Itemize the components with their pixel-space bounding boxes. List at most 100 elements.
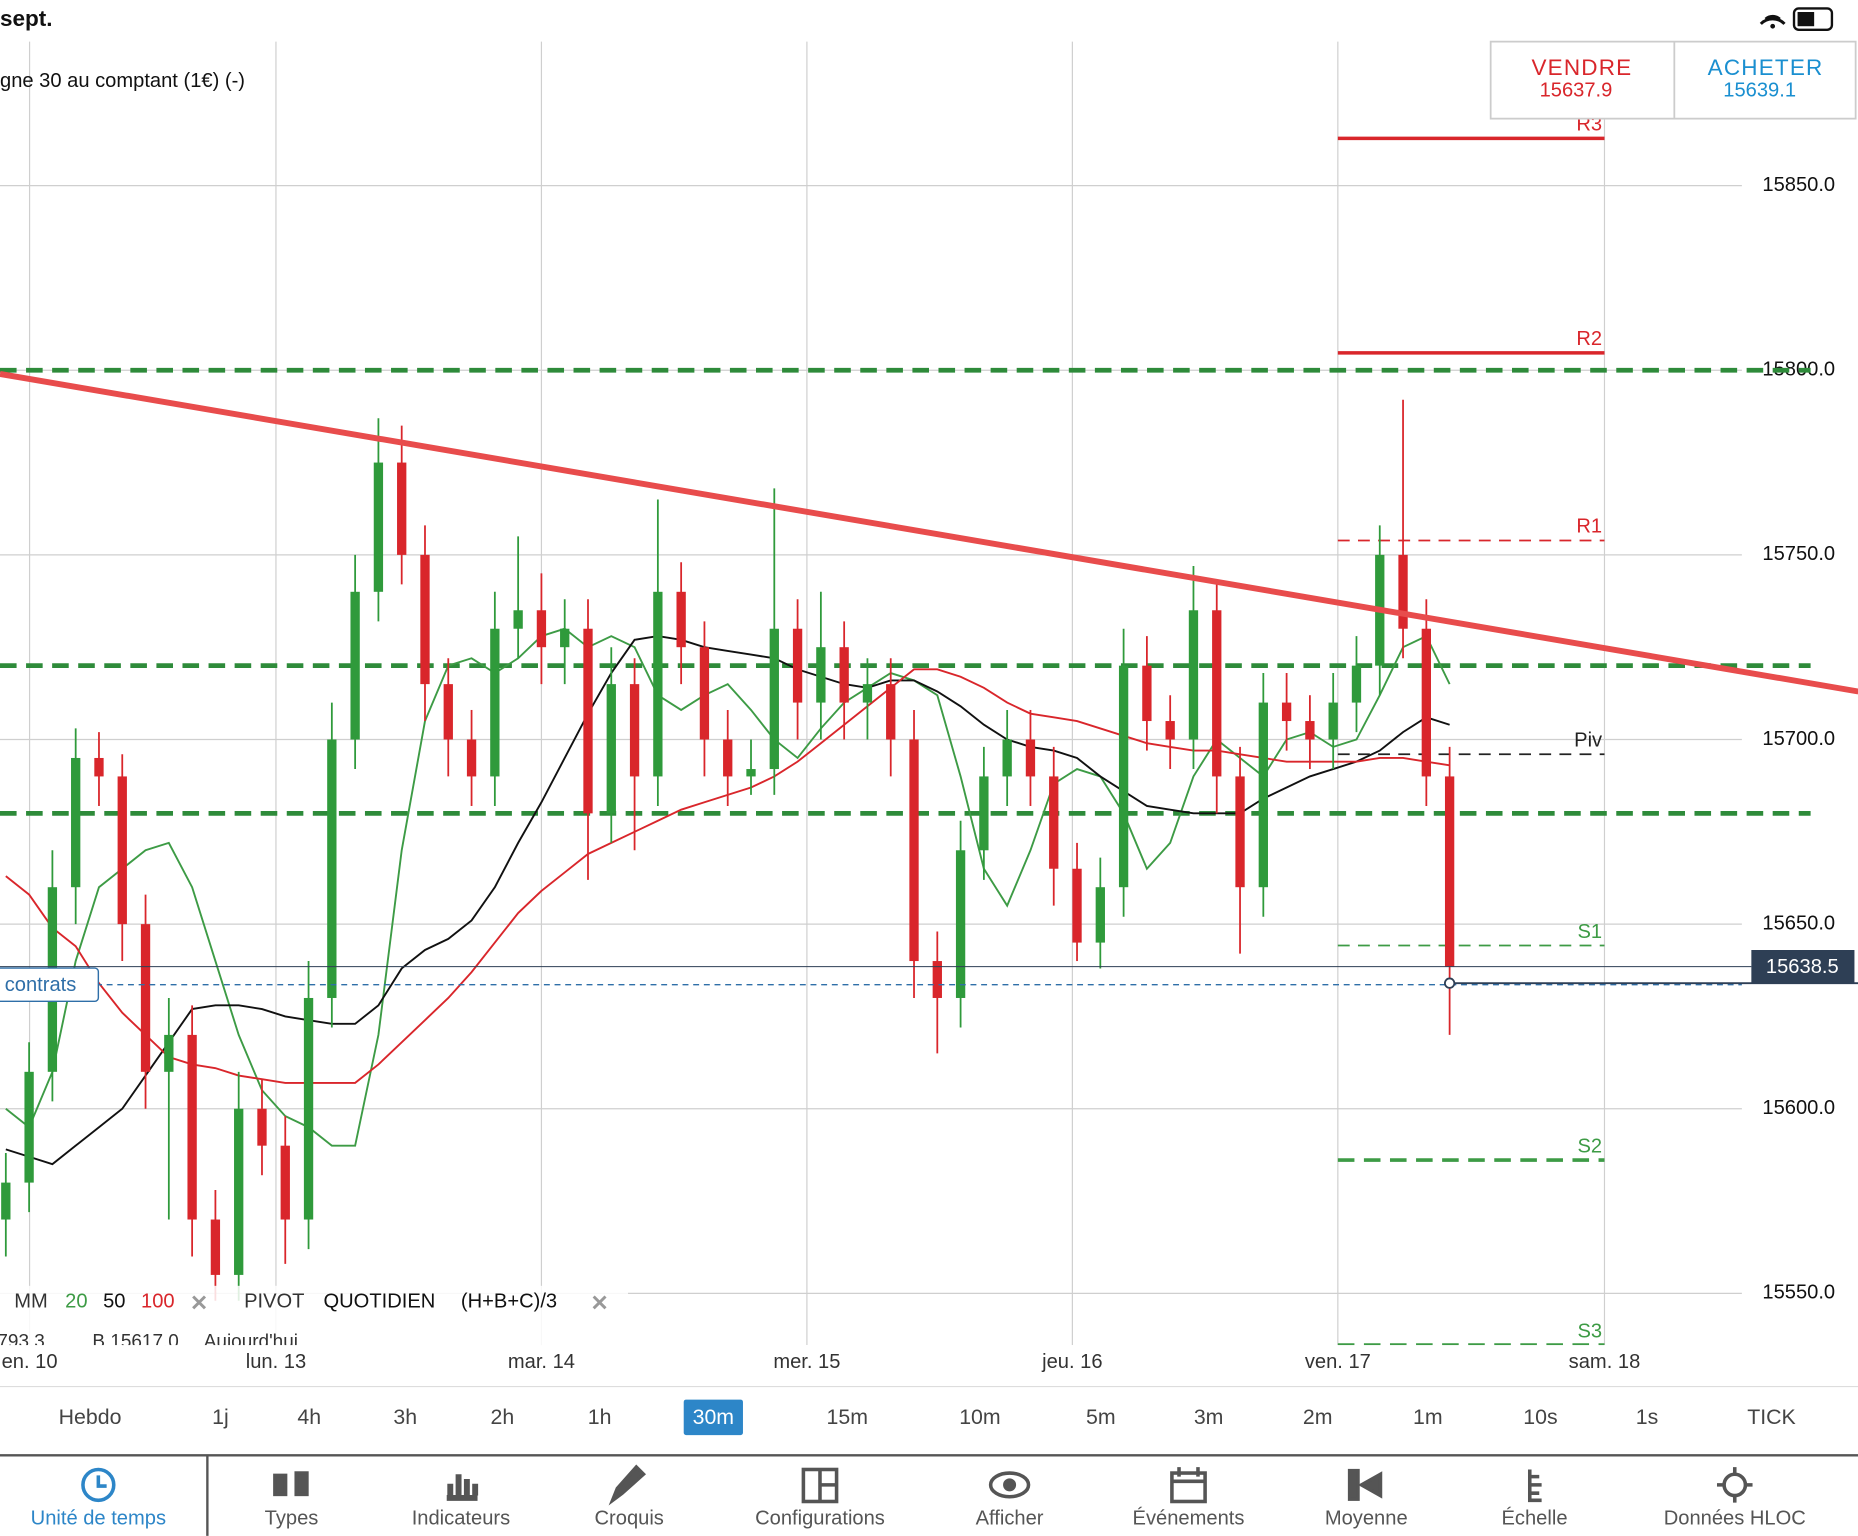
icon-shape [1171, 1467, 1206, 1484]
icon-shape [294, 1471, 309, 1497]
pivot-label: S1 [1577, 921, 1602, 943]
candle-body [816, 647, 826, 703]
timeframe-button[interactable]: 1s [1636, 1405, 1659, 1429]
candle-body [723, 739, 733, 777]
candle-body [1049, 776, 1059, 869]
x-tick-label: sam. 18 [1569, 1351, 1641, 1373]
candle-body [94, 757, 104, 777]
sell-label[interactable]: VENDRE [1531, 55, 1632, 80]
buy-label[interactable]: ACHETER [1708, 55, 1824, 80]
icon-shape [446, 1474, 479, 1501]
candle-body [1188, 610, 1199, 740]
icon-shape [1170, 1471, 1207, 1504]
candle-body [164, 1034, 174, 1072]
sell-price[interactable]: 15637.9 [1540, 80, 1613, 102]
toolbar-button[interactable]: Moyenne [1325, 1508, 1408, 1530]
candle-body [443, 684, 453, 740]
pivot-title: PIVOT [244, 1291, 304, 1313]
icon-shape [273, 1473, 288, 1497]
y-tick-label: 15800.0 [1762, 359, 1835, 381]
toolbar-button[interactable]: Types [265, 1508, 319, 1530]
candle-body [792, 628, 803, 703]
candle-body [1398, 554, 1408, 629]
buy-price[interactable]: 15639.1 [1723, 80, 1796, 102]
timeframe-button[interactable]: 1h [588, 1405, 612, 1429]
candle-body [839, 647, 849, 703]
timeframe-button[interactable]: Hebdo [59, 1405, 122, 1429]
wifi-icon [1764, 14, 1781, 21]
candle-body [490, 628, 500, 777]
timeframe-button[interactable]: 3m [1194, 1405, 1224, 1429]
candle-body [1002, 739, 1012, 777]
timeframe-button[interactable]: 1j [212, 1405, 229, 1429]
timeframe-button[interactable]: 10s [1523, 1405, 1557, 1429]
timeframe-button[interactable]: 10m [959, 1405, 1000, 1429]
toolbar-button[interactable]: Indicateurs [412, 1508, 510, 1530]
position-label-box [0, 967, 100, 1002]
trendline [0, 371, 1858, 695]
status-icons [1759, 7, 1834, 31]
candle-body [140, 924, 151, 1072]
timeframe-button[interactable]: 4h [297, 1405, 321, 1429]
timeframe-button[interactable]: 1m [1413, 1405, 1443, 1429]
toolbar-button[interactable]: Unité de temps [31, 1508, 166, 1530]
moving-average [5, 627, 1451, 1147]
plot: 15550.0 15600.0 15650.0 15700.0 15750.0 15800… [0, 41, 1858, 1373]
candle-body [513, 610, 523, 629]
icon-shape [1527, 1469, 1542, 1503]
candle-body [373, 462, 384, 592]
icon-shape [81, 1467, 116, 1503]
toolbar-button[interactable]: Croquis [595, 1508, 664, 1530]
x-tick-label: jeu. 16 [1041, 1351, 1102, 1373]
status-date: sept. [0, 6, 53, 31]
x-tick-label: mer. 15 [773, 1351, 840, 1373]
timeframe-button[interactable]: TICK [1747, 1405, 1796, 1429]
y-tick-label: 15700.0 [1762, 728, 1835, 750]
remove-button[interactable] [592, 1295, 607, 1310]
candle-body [466, 739, 477, 777]
candle-body [653, 591, 663, 777]
timeframe-button[interactable]: 3h [393, 1405, 417, 1429]
icon-shape [1347, 1468, 1360, 1501]
icon-shape [1716, 1467, 1753, 1503]
timeframe-button[interactable]: 30m [693, 1405, 734, 1429]
candle-body [699, 647, 710, 740]
candle-body [210, 1219, 221, 1275]
candle-body [117, 776, 127, 925]
legend-bg [0, 1285, 629, 1346]
y-tick-label: 15650.0 [1762, 912, 1835, 934]
timeframe-button[interactable]: 15m [827, 1405, 868, 1429]
candle-body [187, 1034, 197, 1220]
candle-body [420, 554, 430, 685]
x-tick-label: ven. 17 [1305, 1351, 1371, 1373]
legend-entry: 100 [141, 1291, 175, 1313]
toolbar-button[interactable]: Événements [1133, 1507, 1245, 1530]
timeframe-button[interactable]: 2m [1303, 1405, 1333, 1429]
toolbar-button[interactable]: Configurations [755, 1508, 885, 1530]
candle-body [1351, 665, 1362, 703]
candle-body [303, 997, 314, 1220]
candle-body [71, 757, 81, 888]
info-mask [0, 1345, 1858, 1353]
remove-button[interactable] [192, 1295, 207, 1310]
candle-body [257, 1108, 267, 1146]
toolbar: Unité de temps Types Indicateurs Croquis Con… [31, 1455, 1806, 1536]
toolbar-icon [1527, 1469, 1542, 1503]
timeframe-button[interactable]: 2h [491, 1405, 515, 1429]
candle-body [1072, 868, 1082, 943]
toolbar-button[interactable]: Afficher [976, 1508, 1044, 1530]
trade-panel: VENDRE 15637.9 ACHETER 15639.1 [1489, 40, 1857, 120]
candle-body [280, 1145, 290, 1220]
wifi-icon [1759, 17, 1786, 25]
toolbar-button[interactable]: Échelle [1502, 1507, 1568, 1530]
candle-body [1025, 739, 1036, 777]
timeframe-button[interactable]: 5m [1086, 1405, 1116, 1429]
candle-body [769, 628, 779, 770]
icon-shape [988, 1471, 1031, 1499]
toolbar-icon [1347, 1468, 1383, 1501]
toolbar-button[interactable]: Données HLOC [1664, 1508, 1806, 1530]
pivot-label: S3 [1577, 1320, 1602, 1342]
